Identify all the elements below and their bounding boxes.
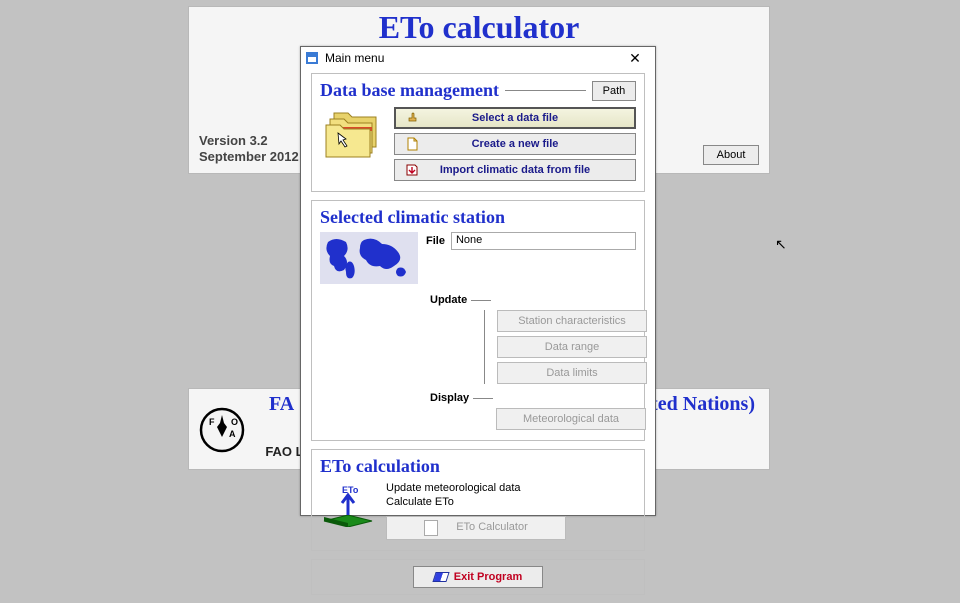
app-icon bbox=[305, 51, 319, 65]
display-label: Display bbox=[430, 392, 469, 404]
file-value-box[interactable]: None bbox=[451, 232, 636, 250]
path-button[interactable]: Path bbox=[592, 81, 636, 101]
file-label: File bbox=[426, 235, 445, 247]
disk-icon bbox=[424, 520, 438, 536]
eto-graphic-icon: ETo bbox=[320, 481, 376, 527]
folders-icon bbox=[320, 107, 384, 163]
section-calculation: ETo calculation ETo Update meteorologica… bbox=[311, 449, 645, 551]
meteorological-data-button[interactable]: Meteorological data bbox=[496, 408, 646, 430]
select-data-file-button[interactable]: Select a data file bbox=[394, 107, 636, 129]
exit-program-label: Exit Program bbox=[454, 571, 522, 583]
version-line: Version 3.2 bbox=[199, 133, 299, 149]
svg-text:A: A bbox=[229, 429, 236, 439]
new-file-icon bbox=[405, 137, 419, 151]
svg-text:O: O bbox=[231, 417, 238, 427]
calc-description: Update meteorological data Calculate ETo… bbox=[386, 481, 566, 540]
section-database-heading: Data base management bbox=[320, 80, 499, 101]
app-title: ETo calculator bbox=[189, 9, 769, 46]
mouse-cursor-icon: ↖ bbox=[775, 236, 787, 253]
about-button[interactable]: About bbox=[703, 145, 759, 165]
import-icon bbox=[405, 163, 419, 177]
section-station: Selected climatic station File None bbox=[311, 200, 645, 441]
version-date: September 2012 bbox=[199, 149, 299, 165]
close-button[interactable]: ✕ bbox=[619, 49, 651, 67]
version-block: Version 3.2 September 2012 bbox=[199, 133, 299, 166]
eto-arrow-label: ETo bbox=[342, 485, 359, 495]
create-new-file-button[interactable]: Create a new file bbox=[394, 133, 636, 155]
calc-line2: Calculate ETo bbox=[386, 495, 566, 509]
select-data-file-label: Select a data file bbox=[472, 112, 558, 124]
fao-title-right: ted Nations) bbox=[651, 393, 755, 416]
data-range-button[interactable]: Data range bbox=[497, 336, 647, 358]
world-map-icon bbox=[320, 232, 418, 284]
eto-calculator-label: ETo Calculator bbox=[456, 520, 528, 534]
import-climatic-data-button[interactable]: Import climatic data from file bbox=[394, 159, 636, 181]
exit-program-button[interactable]: Exit Program bbox=[413, 566, 543, 588]
section-calculation-heading: ETo calculation bbox=[320, 456, 440, 477]
section-database: Data base management Path bbox=[311, 73, 645, 192]
update-label: Update bbox=[430, 294, 467, 306]
svg-text:F: F bbox=[209, 417, 215, 427]
section-station-heading: Selected climatic station bbox=[320, 207, 505, 228]
data-limits-button[interactable]: Data limits bbox=[497, 362, 647, 384]
main-menu-dialog: Main menu ✕ Data base management Path bbox=[300, 46, 656, 516]
create-new-file-label: Create a new file bbox=[472, 138, 559, 150]
dialog-title: Main menu bbox=[325, 51, 384, 65]
eraser-icon bbox=[432, 572, 449, 582]
dialog-titlebar[interactable]: Main menu ✕ bbox=[301, 47, 655, 69]
calc-line1: Update meteorological data bbox=[386, 481, 566, 495]
hand-point-icon bbox=[406, 111, 420, 125]
station-characteristics-button[interactable]: Station characteristics bbox=[497, 310, 647, 332]
import-climatic-data-label: Import climatic data from file bbox=[440, 164, 590, 176]
exit-section: Exit Program bbox=[311, 559, 645, 595]
eto-calculator-button[interactable]: ETo Calculator bbox=[386, 516, 566, 540]
fao-title-left: FA bbox=[269, 393, 294, 416]
